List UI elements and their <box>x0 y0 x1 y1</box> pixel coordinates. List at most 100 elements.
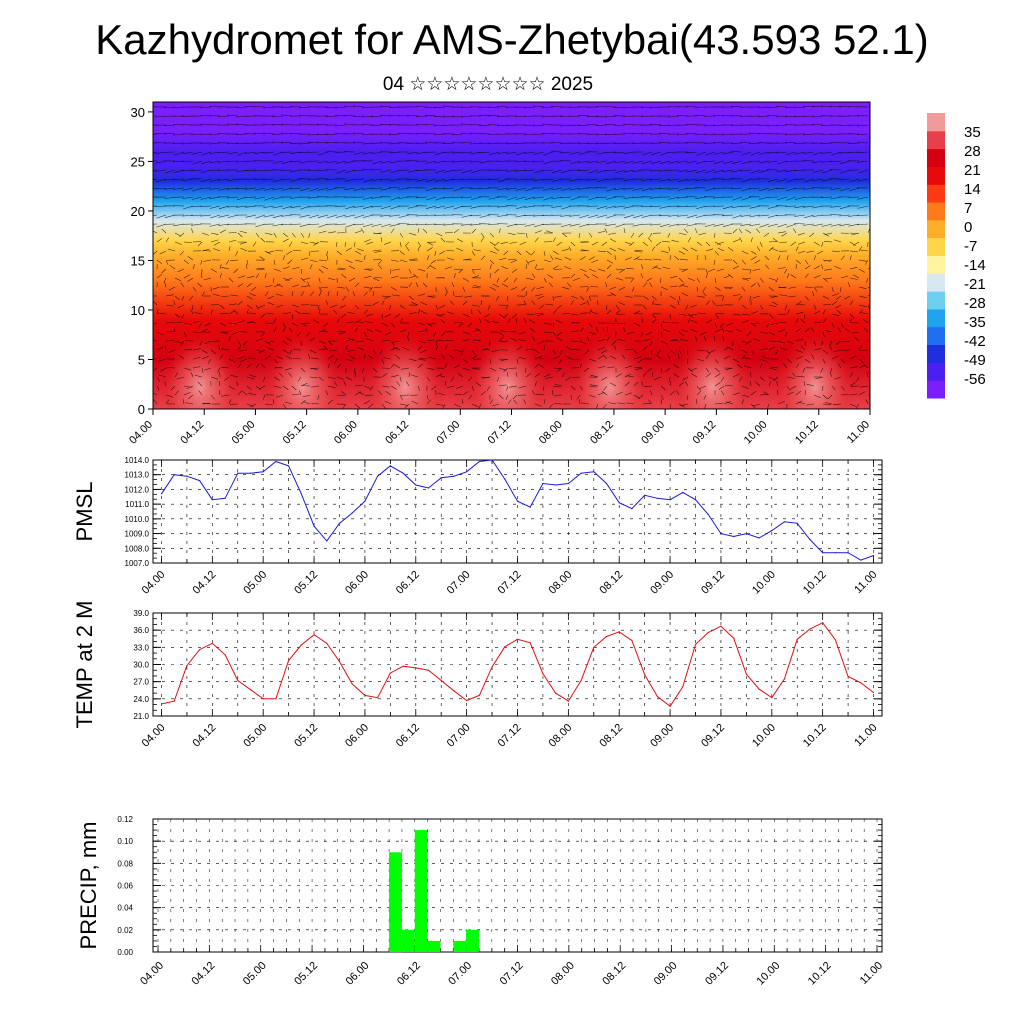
wind-vector <box>561 232 567 238</box>
x-tick-label: 04.00 <box>140 569 168 597</box>
wind-vector <box>669 381 672 387</box>
wind-vector <box>641 160 653 164</box>
x-tick-label: 10.00 <box>742 419 770 447</box>
data-point <box>872 691 875 694</box>
wind-vector <box>156 309 159 315</box>
wind-vector <box>210 349 217 355</box>
wind-vector <box>777 340 786 344</box>
wind-vector <box>830 160 842 163</box>
wind-vector <box>295 310 302 315</box>
wind-vector <box>858 364 866 369</box>
wind-vector <box>399 232 404 238</box>
wind-vector <box>486 385 491 391</box>
wind-vector <box>372 291 374 297</box>
x-tick-label: 07.12 <box>496 569 524 597</box>
wind-vector <box>668 187 680 190</box>
wind-vector <box>291 304 300 308</box>
data-point <box>567 482 570 485</box>
data-point <box>809 538 811 541</box>
wind-vector <box>173 160 185 163</box>
wind-vector <box>158 358 167 362</box>
wind-vector <box>390 375 399 378</box>
data-point <box>605 635 608 638</box>
wind-vector <box>273 358 278 364</box>
wind-vector <box>291 322 299 327</box>
wind-vector <box>275 250 284 252</box>
wind-vector <box>372 160 383 165</box>
wind-vector <box>837 363 842 369</box>
wind-vector <box>667 354 671 360</box>
wind-vector <box>228 310 235 315</box>
wind-vector <box>804 214 815 219</box>
wind-vector <box>407 336 410 342</box>
wind-vector <box>785 115 797 118</box>
wind-vector <box>313 241 320 246</box>
wind-vector <box>510 259 518 264</box>
wind-vector <box>201 151 212 156</box>
wind-vector <box>255 267 264 270</box>
wind-vector <box>596 169 608 173</box>
wind-vector <box>273 399 275 405</box>
wind-vector <box>259 256 266 261</box>
wind-vector <box>821 142 833 144</box>
wind-vector <box>353 151 365 155</box>
wind-vector <box>857 205 869 209</box>
wind-vector <box>565 376 572 381</box>
wind-vector <box>272 124 284 126</box>
data-point <box>733 637 735 639</box>
wind-vector <box>705 300 710 306</box>
x-tick-label: 08.12 <box>597 569 625 597</box>
wind-vector <box>515 169 527 172</box>
data-point <box>173 700 175 702</box>
wind-vector <box>369 385 374 391</box>
wind-vector <box>812 291 815 297</box>
wind-vector <box>462 358 468 364</box>
wind-vector <box>500 340 509 343</box>
wind-vector <box>257 268 266 270</box>
wind-vector <box>272 187 284 191</box>
wind-vector <box>687 318 691 324</box>
wind-vector <box>865 259 869 265</box>
x-tick-label: 04.00 <box>127 419 155 447</box>
wind-vector <box>165 304 174 307</box>
wind-vector <box>849 178 860 183</box>
wind-vector <box>401 367 410 370</box>
wind-vector <box>248 392 257 396</box>
wind-vector <box>633 214 644 219</box>
wind-vector <box>426 264 431 270</box>
wind-vector <box>407 205 419 209</box>
wind-vector <box>255 273 260 279</box>
wind-vector <box>210 268 217 273</box>
wind-vector <box>258 304 266 309</box>
wind-vector <box>408 268 412 274</box>
wind-vector <box>813 286 818 292</box>
wind-vector <box>605 160 617 165</box>
wind-vector <box>381 300 385 306</box>
wind-vector <box>174 390 179 396</box>
wind-vector <box>653 258 662 261</box>
wind-vector <box>586 336 590 342</box>
wind-vector <box>721 295 725 301</box>
wind-vector <box>650 160 662 165</box>
y-tick-label: 24.0 <box>133 695 149 704</box>
wind-vector <box>221 348 230 351</box>
wind-vector <box>210 394 215 400</box>
data-point <box>860 559 862 561</box>
wind-vector <box>537 295 545 300</box>
wind-vector <box>326 160 338 164</box>
wind-vector <box>450 376 455 382</box>
wind-vector <box>834 265 842 270</box>
wind-vector <box>681 292 689 297</box>
x-tick-label: 08.12 <box>588 419 616 447</box>
wind-vector <box>759 277 764 283</box>
wind-vector <box>650 205 662 208</box>
wind-vector <box>318 348 327 351</box>
wind-vector <box>559 115 572 117</box>
wind-vector <box>748 142 761 144</box>
wind-vector <box>254 169 266 172</box>
wind-vector <box>451 282 455 288</box>
wind-vector <box>497 214 509 217</box>
wind-vector <box>336 318 340 324</box>
wind-vector <box>795 311 804 315</box>
y-tick-label: 0.12 <box>117 815 133 824</box>
